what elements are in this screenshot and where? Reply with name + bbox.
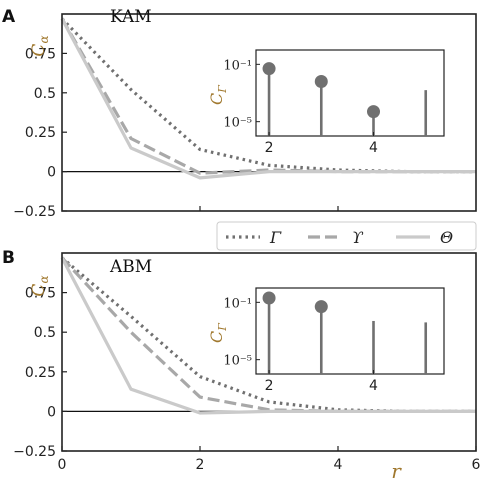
inset-y-axis-label: CΓ [207,323,229,343]
y-tick-label: −0.25 [13,204,56,220]
panel-letter: A [2,7,16,27]
inset-frame [255,49,445,137]
y-tick-label: 0.5 [34,325,56,341]
legend-label: Θ [440,228,453,247]
x-tick-label: 0 [58,457,67,473]
y-tick-label: 0.75 [25,46,56,62]
x-tick-label: 6 [472,457,481,473]
inset-y-tick-label: 10⁻⁵ [223,354,252,369]
y-tick-label: 0.5 [34,86,56,102]
inset-marker [367,105,380,119]
y-tick-label: 0 [47,404,56,420]
y-tick-label: 0.25 [25,125,56,141]
inset-marker [314,300,328,314]
x-tick-label: 4 [334,457,343,473]
plot-frame [61,252,477,452]
inset-frame [255,287,445,375]
inset-x-tick-label: 2 [265,378,274,394]
series-line-theta [60,257,476,415]
inset-chart: 10⁻¹ 10⁻⁵ 2 4 CΓ [207,287,445,394]
y-tick-label: 0.25 [25,365,56,381]
panel-letter: B [2,248,15,268]
panel-title: ABM [109,257,152,277]
inset-marker [262,62,276,76]
series-line-theta [60,17,476,180]
inset-y-tick-label: 10⁻⁵ [223,116,252,131]
series-line-gamma [60,256,476,413]
plot-frame [61,13,477,212]
panel-title: KAM [110,7,152,27]
x-tick-label: 2 [196,457,205,473]
inset-marker [314,75,328,89]
x-axis-label: r [391,459,402,483]
series-line-gamma [60,17,476,174]
legend-label: ϒ [352,228,364,247]
legend-label: Γ [269,228,282,247]
y-tick-label: 0 [47,165,56,181]
series-line-upsilon [60,17,476,175]
inset-y-tick-label: 10⁻¹ [223,58,252,73]
y-tick-label: 0.75 [25,286,56,302]
inset-x-tick-label: 2 [265,140,274,156]
y-axis-label: Cα [29,275,51,296]
inset-y-tick-label: 10⁻¹ [223,296,252,311]
panel-a: −0.25 0 0.25 0.5 0.75 A KAM Cα 10⁻¹ 10⁻⁵ 2 4 CΓ [2,7,477,220]
y-tick-label: −0.25 [13,444,56,460]
inset-y-axis-label: CΓ [207,85,229,105]
inset-chart: 10⁻¹ 10⁻⁵ 2 4 CΓ [207,49,445,156]
inset-x-tick-label: 4 [369,140,378,156]
legend-box [216,221,477,251]
inset-marker [262,291,276,305]
inset-x-tick-label: 4 [369,378,378,394]
y-axis-label: Cα [29,35,51,56]
